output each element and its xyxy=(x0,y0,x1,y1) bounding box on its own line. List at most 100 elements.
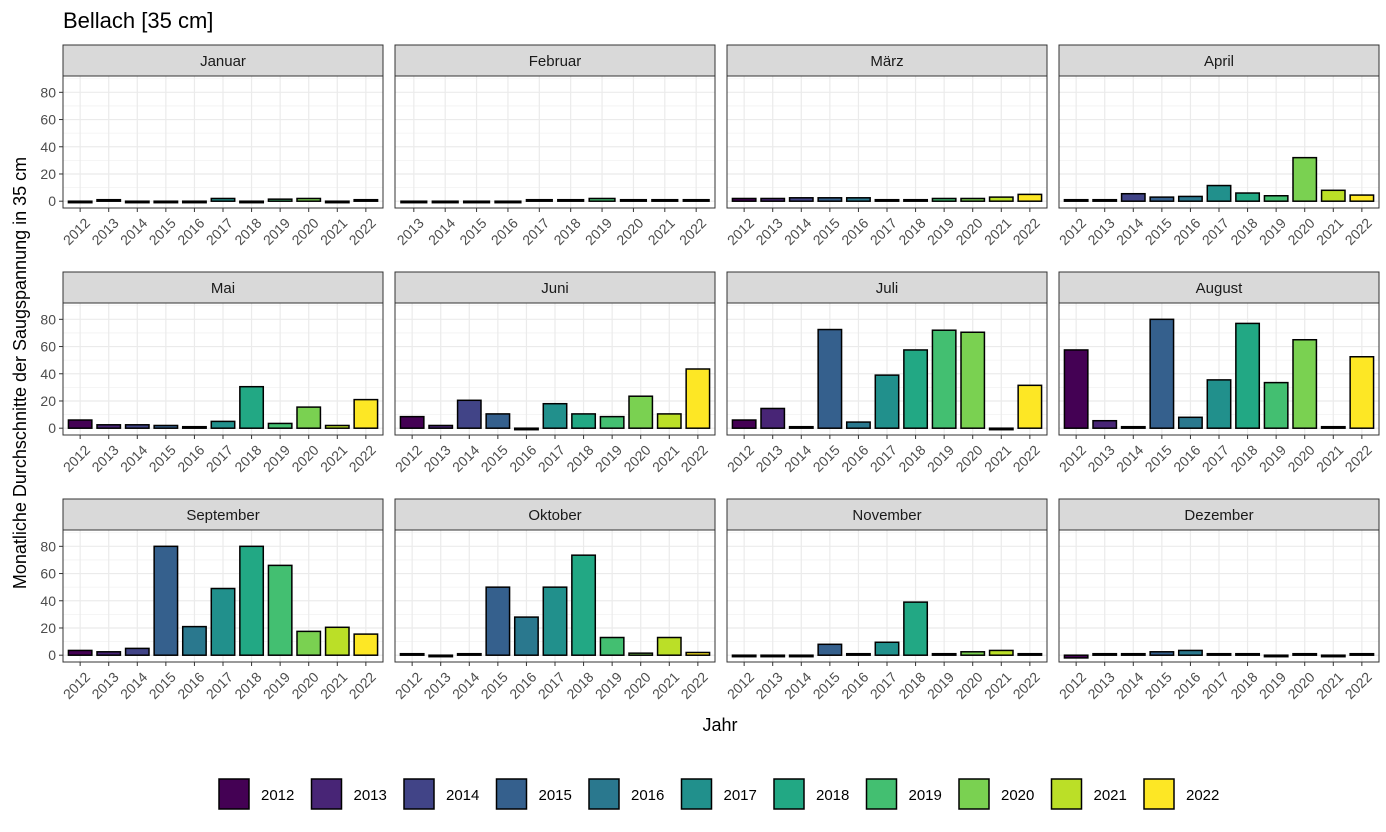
bar-februar-2022 xyxy=(682,198,710,202)
x-tick-label: 2014 xyxy=(781,442,814,475)
x-tick-label: 2019 xyxy=(260,442,293,475)
bar-september-2017 xyxy=(210,587,236,656)
facet-strip xyxy=(394,271,716,304)
x-tick-label: 2018 xyxy=(231,442,264,475)
bar-juli-2017 xyxy=(874,374,900,429)
bar-april-2019 xyxy=(1263,195,1289,202)
bar-oktober-2018 xyxy=(571,554,597,656)
bar-oktober-2022 xyxy=(685,651,711,656)
bar-oktober-2012 xyxy=(399,652,425,656)
legend-swatch xyxy=(403,778,435,810)
bar-august-2013 xyxy=(1092,419,1118,429)
x-tick-label: 2013 xyxy=(752,669,785,702)
bar-januar-2022 xyxy=(353,198,379,202)
bar-august-2018 xyxy=(1235,322,1261,429)
legend-label: 2022 xyxy=(1186,787,1219,804)
facet-strip-label: April xyxy=(1204,53,1234,70)
x-tick-label: 2020 xyxy=(288,442,321,475)
panel-august: August2012201320142015201620172018201920… xyxy=(1056,271,1380,475)
bar-november-2015 xyxy=(817,643,843,656)
bar-mai-2022 xyxy=(353,398,379,429)
x-tick-label: 2021 xyxy=(649,669,682,702)
legend-item-2018: 2018 xyxy=(773,778,849,810)
x-tick-label: 2020 xyxy=(288,669,321,702)
bar-januar-2013 xyxy=(96,198,122,202)
x-tick-label: 2017 xyxy=(519,215,552,248)
bar-mai-2017 xyxy=(210,420,236,429)
legend-item-2019: 2019 xyxy=(865,778,942,810)
bar-februar-2016 xyxy=(494,200,522,204)
x-axis-title: Jahr xyxy=(702,715,737,735)
x-tick-label: 2013 xyxy=(752,442,785,475)
x-tick-label: 2020 xyxy=(952,669,985,702)
bar-september-2016 xyxy=(181,625,207,656)
x-tick-label: 2014 xyxy=(449,442,482,475)
bar-april-2020 xyxy=(1292,156,1318,202)
bar-juli-2016 xyxy=(845,421,871,429)
x-tick-label: 2018 xyxy=(563,669,596,702)
y-tick-label: 20 xyxy=(40,166,56,182)
bar-juli-2012 xyxy=(731,419,757,429)
x-tick-label: 2020 xyxy=(288,215,321,248)
x-tick-label: 2019 xyxy=(260,669,293,702)
x-tick-label: 2016 xyxy=(1170,669,1203,702)
legend-swatch xyxy=(958,778,990,810)
bar-april-2017 xyxy=(1206,184,1232,202)
bar-juni-2018 xyxy=(571,413,597,429)
x-tick-label: 2017 xyxy=(203,669,236,702)
x-tick-label: 2014 xyxy=(117,669,150,702)
bar-mai-2015 xyxy=(153,424,179,429)
x-tick-label: 2012 xyxy=(1056,215,1089,248)
bar-april-2014 xyxy=(1120,192,1146,202)
bar-märz-2013 xyxy=(760,197,786,202)
bar-juni-2021 xyxy=(656,413,682,429)
bar-dezember-2021 xyxy=(1320,654,1346,658)
panel-background xyxy=(395,76,715,208)
bar-juni-2022 xyxy=(685,368,711,429)
facet-strip-label: Dezember xyxy=(1184,507,1253,524)
bar-september-2012 xyxy=(67,649,93,656)
x-tick-label: 2021 xyxy=(317,215,350,248)
x-tick-label: 2021 xyxy=(981,215,1014,248)
bar-april-2013 xyxy=(1092,198,1118,202)
x-tick-label: 2018 xyxy=(231,669,264,702)
x-tick-label: 2022 xyxy=(346,669,379,702)
facet-strip-label: November xyxy=(852,507,921,524)
x-tick-label: 2019 xyxy=(260,215,293,248)
x-tick-label: 2015 xyxy=(1142,215,1175,248)
bar-august-2012 xyxy=(1063,349,1089,429)
x-tick-label: 2013 xyxy=(1084,442,1117,475)
facet-strip-label: Februar xyxy=(529,53,582,70)
legend-swatch xyxy=(310,778,343,810)
legend-label: 2021 xyxy=(1094,787,1127,804)
bar-august-2015 xyxy=(1149,318,1175,429)
legend-swatch xyxy=(495,778,528,810)
x-tick-label: 2013 xyxy=(420,442,453,475)
x-tick-label: 2020 xyxy=(1284,215,1317,248)
bar-november-2016 xyxy=(845,652,871,656)
x-tick-label: 2017 xyxy=(1199,215,1232,248)
bar-märz-2015 xyxy=(817,197,843,202)
panel-dezember: Dezember 20122013201420152016201720182019… xyxy=(1056,498,1380,702)
bar-dezember-2013 xyxy=(1092,652,1118,656)
bar-juli-2020 xyxy=(960,331,986,429)
x-tick-label: 2019 xyxy=(924,669,957,702)
bar-juli-2013 xyxy=(760,407,786,429)
facet-strip xyxy=(394,498,716,531)
legend-item-2021: 2021 xyxy=(1050,778,1127,810)
x-tick-label: 2017 xyxy=(1199,442,1232,475)
legend-item-2013: 2013 xyxy=(310,778,387,810)
bar-dezember-2019 xyxy=(1263,654,1289,658)
bar-mai-2019 xyxy=(267,422,293,429)
x-tick-label: 2017 xyxy=(535,669,568,702)
x-tick-label: 2020 xyxy=(952,215,985,248)
bar-august-2014 xyxy=(1120,425,1146,429)
facet-strip xyxy=(726,498,1048,531)
x-tick-label: 2018 xyxy=(1227,669,1260,702)
bar-april-2022 xyxy=(1349,194,1375,202)
x-tick-label: 2013 xyxy=(394,215,427,248)
x-tick-label: 2017 xyxy=(1199,669,1232,702)
bar-dezember-2014 xyxy=(1120,652,1146,656)
x-tick-label: 2016 xyxy=(174,215,207,248)
facet-strip xyxy=(1058,271,1380,304)
